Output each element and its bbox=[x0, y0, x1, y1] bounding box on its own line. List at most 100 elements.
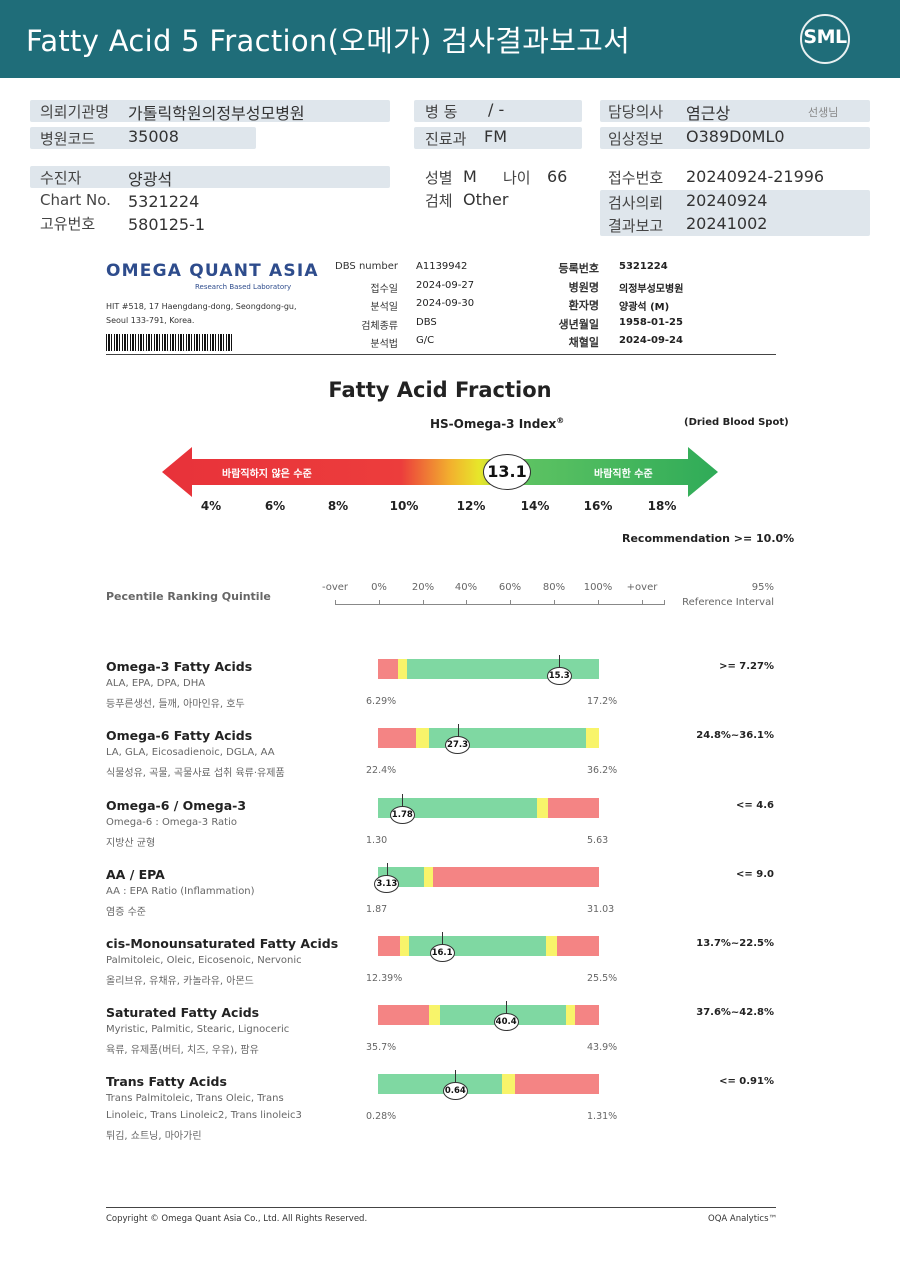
index-arrow-bar bbox=[162, 447, 718, 497]
bar-segment-yellow bbox=[415, 728, 429, 748]
reception-label: 접수번호 bbox=[608, 169, 664, 187]
fatty-acid-min: 35.7% bbox=[366, 1042, 397, 1053]
footer-divider bbox=[106, 1207, 776, 1208]
dried-blood-note: (Dried Blood Spot) bbox=[684, 417, 789, 428]
percentile-tickmark bbox=[554, 600, 555, 605]
fatty-acid-name: Trans Fatty Acids bbox=[106, 1074, 227, 1089]
bar-segment-yellow bbox=[400, 936, 409, 956]
uid-label: 고유번호 bbox=[40, 215, 96, 233]
dept-value: FM bbox=[484, 127, 508, 146]
percentile-tickmark bbox=[466, 600, 467, 605]
fatty-acid-max: 43.9% bbox=[587, 1042, 618, 1053]
fatty-acid-components: AA : EPA Ratio (Inflammation) bbox=[106, 886, 255, 897]
bar-segment-yellow bbox=[424, 867, 434, 887]
meta-right-value: 2024-09-24 bbox=[619, 335, 683, 346]
percentile-tick-label: 20% bbox=[411, 582, 435, 593]
patient-label: 수진자 bbox=[40, 169, 82, 187]
index-tick-label: 14% bbox=[520, 499, 550, 513]
desirable-label: 바람직한 수준 bbox=[594, 469, 653, 480]
meta-right-label: 생년월일 bbox=[558, 317, 599, 331]
fatty-acid-reference-interval: >= 7.27% bbox=[719, 661, 774, 672]
lab-divider bbox=[106, 354, 776, 355]
fatty-acid-components: LA, GLA, Eicosadienoic, DGLA, AA bbox=[106, 747, 275, 758]
percentile-tickmark bbox=[335, 600, 336, 605]
request-value: 20240924 bbox=[686, 191, 768, 210]
meta-left-label: 분석일 bbox=[370, 302, 398, 313]
fatty-acid-components: Myristic, Palmitic, Stearic, Lignoceric bbox=[106, 1024, 290, 1035]
fatty-acid-min: 22.4% bbox=[366, 765, 397, 776]
code-label: 병원코드 bbox=[40, 130, 96, 148]
report-value: 20241002 bbox=[686, 214, 768, 233]
specimen-label: 검체 bbox=[425, 192, 453, 210]
doctor-suffix: 선생님 bbox=[808, 106, 839, 119]
index-tick-label: 10% bbox=[389, 499, 419, 513]
meta-left-label: DBS number bbox=[335, 261, 398, 272]
ward-label: 병 동 bbox=[425, 103, 458, 121]
reception-value: 20240924-21996 bbox=[686, 167, 825, 186]
index-tick-label: 6% bbox=[264, 499, 286, 513]
fatty-acid-components: ALA, EPA, DPA, DHA bbox=[106, 678, 206, 689]
meta-right-label: 등록번호 bbox=[558, 262, 599, 275]
meta-left-value: G/C bbox=[416, 335, 435, 346]
patient-band bbox=[30, 166, 390, 188]
bar-segment-red bbox=[548, 798, 599, 818]
meta-left-label: 검체종류 bbox=[361, 320, 398, 332]
hospital-label: 의뢰기관명 bbox=[40, 103, 110, 121]
fatty-acid-reference-interval: 37.6%~42.8% bbox=[696, 1007, 774, 1018]
chart-value: 5321224 bbox=[128, 192, 200, 211]
doctor-label: 담당의사 bbox=[608, 103, 664, 121]
fatty-acid-name: AA / EPA bbox=[106, 867, 165, 882]
footer-brand: OQA Analytics™ bbox=[708, 1214, 777, 1224]
fatty-acid-components-2: Linoleic, Trans Linoleic2, Trans linolei… bbox=[106, 1110, 302, 1121]
code-band bbox=[30, 127, 256, 149]
chart-label: Chart No. bbox=[40, 191, 111, 209]
fatty-acid-name: cis-Monounsaturated Fatty Acids bbox=[106, 936, 339, 951]
meta-right-label: 병원명 bbox=[568, 280, 599, 294]
meta-right-label: 환자명 bbox=[568, 299, 599, 312]
percentile-tickmark bbox=[598, 600, 599, 605]
fatty-acid-quintile-bar bbox=[378, 1005, 599, 1025]
doctor-value: 염근상 bbox=[686, 104, 731, 123]
percentile-tickmark bbox=[510, 600, 511, 605]
percentile-tickmark bbox=[664, 600, 665, 605]
fatty-acid-value-bubble: 3.13 bbox=[374, 875, 400, 893]
fatty-acid-food-sources: 등푸른생선, 들깨, 아마인유, 호두 bbox=[106, 699, 245, 710]
index-tick-label: 18% bbox=[647, 499, 677, 513]
fatty-acid-food-sources: 올리브유, 유채유, 카놀라유, 아몬드 bbox=[106, 976, 254, 987]
fatty-acid-food-sources: 육류, 유제품(버터, 치즈, 우유), 팜유 bbox=[106, 1045, 259, 1056]
meta-right-label: 채혈일 bbox=[568, 336, 599, 349]
percentile-tickmark bbox=[642, 600, 643, 605]
bar-segment-green bbox=[378, 1074, 502, 1094]
page-title: Fatty Acid 5 Fraction(오메가) 검사결과보고서 bbox=[26, 24, 631, 58]
fatty-acid-min: 6.29% bbox=[366, 696, 397, 707]
fatty-acid-value-bubble: 1.78 bbox=[389, 806, 415, 824]
fatty-acid-min: 0.28% bbox=[366, 1111, 397, 1122]
percentile-title: Pecentile Ranking Quintile bbox=[106, 590, 271, 603]
fatty-acid-min: 12.39% bbox=[366, 973, 403, 984]
undesirable-label: 바람직하지 않은 수준 bbox=[222, 469, 312, 480]
bar-segment-red bbox=[433, 867, 599, 887]
bar-segment-yellow bbox=[537, 798, 549, 818]
meta-left-value: DBS bbox=[416, 316, 437, 328]
lab-address-line2: Seoul 133-791, Korea. bbox=[106, 316, 195, 325]
report-label: 결과보고 bbox=[608, 217, 664, 235]
bar-segment-red bbox=[378, 659, 398, 679]
bar-segment-yellow bbox=[585, 728, 599, 748]
fatty-acid-food-sources: 염증 수준 bbox=[106, 907, 146, 918]
dept-band bbox=[414, 127, 582, 149]
percentile-tick-label: 60% bbox=[498, 582, 522, 593]
bar-segment-red bbox=[378, 1005, 429, 1025]
percentile-tickmark bbox=[423, 600, 424, 605]
percentile-tick-label: 40% bbox=[454, 582, 478, 593]
dept-label: 진료과 bbox=[425, 130, 467, 148]
bar-segment-red bbox=[515, 1074, 599, 1094]
fatty-acid-name: Omega-6 / Omega-3 bbox=[106, 798, 247, 813]
index-value-bubble: 13.1 bbox=[483, 454, 531, 490]
index-reg-mark: ® bbox=[556, 416, 565, 425]
meta-left-value: 2024-09-30 bbox=[416, 298, 475, 309]
recommendation: Recommendation >= 10.0% bbox=[622, 532, 795, 545]
clinical-band bbox=[600, 127, 870, 149]
bar-segment-red bbox=[574, 1005, 599, 1025]
percentile-tick-label: 80% bbox=[542, 582, 566, 593]
meta-right-value: 양광석 (M) bbox=[619, 302, 670, 313]
